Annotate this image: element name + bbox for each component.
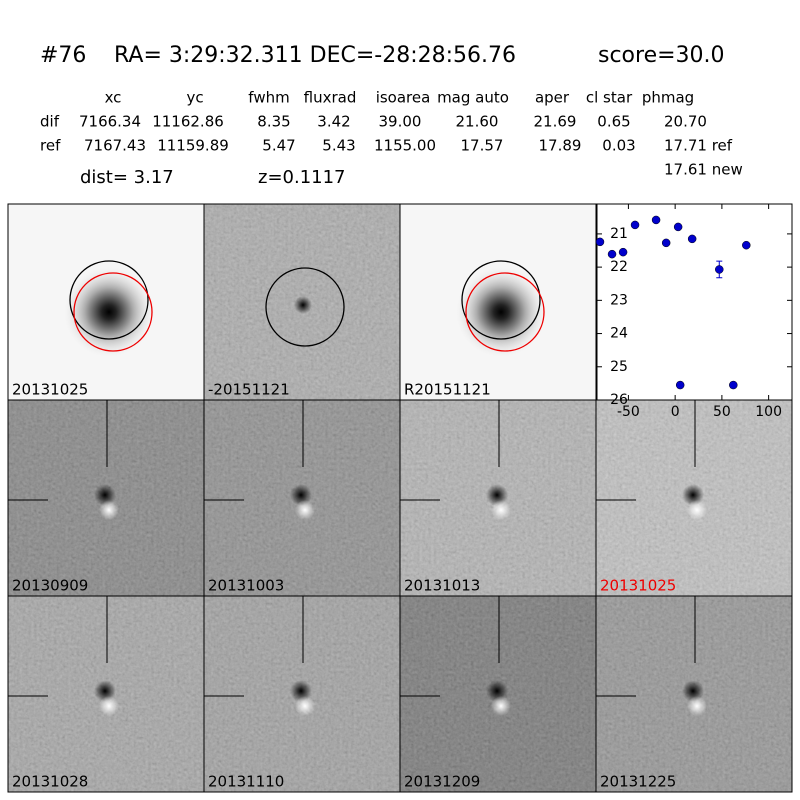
column-header: xc (105, 89, 122, 107)
dipole-light (295, 696, 315, 716)
table-cell: 7167.43 (84, 137, 146, 155)
data-point (742, 240, 751, 250)
column-header: cl star (586, 89, 633, 107)
data-point (607, 249, 617, 259)
image-panel: 20131003 (204, 400, 400, 596)
dipole-light (687, 500, 707, 520)
panel-label: 20131003 (208, 577, 284, 595)
y-tick-label: 23 (610, 292, 628, 308)
table-cell: 0.03 (602, 137, 635, 155)
dipole-light (491, 696, 511, 716)
x-tick-label: 0 (671, 404, 680, 420)
x-tick-label: 100 (755, 404, 782, 420)
panel-label: 20131025 (12, 381, 88, 399)
distance: dist= 3.17 (80, 167, 174, 188)
data-point (715, 265, 724, 274)
data-point (618, 247, 628, 257)
x-tick-label: 50 (713, 404, 731, 420)
dipole-light (491, 500, 511, 520)
row-label: ref (40, 137, 61, 155)
column-header: fluxrad (304, 89, 357, 107)
data-point (675, 380, 685, 390)
image-panel: 20131028 (8, 596, 204, 792)
column-header: fwhm (248, 89, 289, 107)
column-header: aper (535, 89, 570, 107)
image-panel: 20131110 (204, 596, 400, 792)
image-panel: 20130909 (8, 400, 204, 596)
aperture-ref (73, 272, 153, 352)
dipole-light (99, 696, 119, 716)
image-panel: 20131025 (8, 204, 204, 400)
table-cell: 3.42 (317, 113, 350, 131)
x-tick-label: -50 (617, 404, 640, 420)
y-tick-label: 25 (610, 359, 628, 375)
table-cell: 21.69 (534, 113, 577, 131)
panel-label: 20131025 (600, 577, 676, 595)
table-cell: 17.71 ref (664, 137, 733, 155)
column-header: yc (186, 89, 203, 107)
table-cell: 5.47 (262, 137, 295, 155)
y-tick-label: 26 (610, 392, 628, 408)
aperture (265, 267, 345, 347)
data-point (729, 380, 738, 390)
data-point (651, 215, 661, 225)
y-tick-label: 22 (610, 259, 628, 275)
dipole-light (295, 500, 315, 520)
table-cell: 7166.34 (79, 113, 141, 131)
aperture (461, 260, 541, 340)
table-cell: 11162.86 (152, 113, 224, 131)
galaxy (61, 264, 157, 360)
table-cell: 21.60 (456, 113, 499, 131)
coordinates: RA= 3:29:32.311 DEC=-28:28:56.76 (114, 43, 516, 68)
panel-label: 20131110 (208, 773, 284, 791)
table-cell: 5.43 (322, 137, 355, 155)
dipole-light (99, 500, 119, 520)
candidate-id: #76 (40, 43, 86, 68)
galaxy (453, 264, 549, 360)
panel-label: 20130909 (12, 577, 88, 595)
y-tick-label: 24 (610, 326, 628, 342)
table-cell: 17.89 (539, 137, 582, 155)
data-point (630, 220, 640, 230)
table-cell: 20.70 (664, 113, 707, 131)
image-panel: -20151121 (204, 204, 400, 400)
table-cell: 0.65 (597, 113, 630, 131)
column-header: phmag (642, 89, 694, 107)
light-curve: 21 22 23 24 25 26-50 0 50 100 (595, 203, 793, 420)
dipole-light (687, 696, 707, 716)
table-note: 17.61 new (664, 161, 743, 179)
panel-label: R20151121 (404, 381, 491, 399)
panel-label: 20131013 (404, 577, 480, 595)
image-panel: 20131025 (596, 400, 792, 596)
data-point (673, 222, 683, 232)
table-cell: 11159.89 (157, 137, 229, 155)
score: score=30.0 (598, 43, 725, 68)
image-panel: 20131209 (400, 596, 596, 792)
panel-frame (595, 595, 793, 793)
data-point (687, 234, 697, 244)
row-label: dif (40, 113, 60, 131)
column-header: isoarea (376, 89, 431, 107)
data-point (595, 237, 605, 247)
source (294, 296, 312, 314)
table-cell: 39.00 (379, 113, 422, 131)
image-panel: 20131013 (400, 400, 596, 596)
panel-label: 20131028 (12, 773, 88, 791)
y-tick-label: 21 (610, 226, 628, 242)
table-cell: 8.35 (257, 113, 290, 131)
column-header: mag auto (437, 89, 509, 107)
table-cell: 1155.00 (374, 137, 436, 155)
panel-label: 20131209 (404, 773, 480, 791)
redshift: z=0.1117 (258, 167, 346, 188)
image-panel: R20151121 (400, 204, 596, 400)
aperture (69, 260, 149, 340)
aperture-ref (465, 272, 545, 352)
panel-label: -20151121 (208, 381, 290, 399)
panel-label: 20131225 (600, 773, 676, 791)
table-cell: 17.57 (461, 137, 504, 155)
data-point (661, 238, 671, 248)
image-panel: 20131225 (596, 596, 792, 792)
